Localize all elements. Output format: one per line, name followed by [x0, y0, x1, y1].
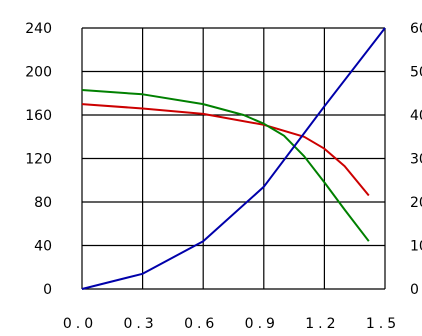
series-line-2 — [81, 89, 370, 242]
x-axis-ticks: 0.0 0.3 0.6 0.9 1.2 1.5 — [63, 316, 400, 332]
series-line-3 — [81, 27, 386, 290]
right-axis-ticks: 0 10 20 30 40 50 60 — [410, 21, 422, 298]
right-tick-label: 40 — [410, 108, 422, 124]
x-tick-label: 0.0 — [63, 316, 97, 331]
left-tick-label: 240 — [25, 21, 52, 37]
x-tick-label: 0.3 — [123, 316, 157, 331]
series-line-1 — [81, 103, 370, 197]
left-tick-label: 40 — [34, 239, 52, 255]
right-tick-label: 60 — [410, 21, 422, 37]
left-tick-label: 80 — [34, 195, 52, 211]
x-tick-label: 1.5 — [366, 316, 400, 331]
grid — [81, 27, 386, 290]
right-tick-label: 20 — [410, 195, 422, 211]
left-tick-label: 0 — [43, 282, 52, 298]
left-tick-label: 160 — [25, 108, 52, 124]
x-tick-label: 0.6 — [184, 316, 218, 331]
right-tick-label: 0 — [410, 282, 419, 298]
left-tick-label: 200 — [25, 65, 52, 81]
left-axis-ticks: 0 40 80 120 160 200 240 — [25, 21, 52, 298]
right-tick-label: 10 — [410, 239, 422, 255]
x-tick-label: 0.9 — [245, 316, 279, 331]
right-tick-label: 30 — [410, 152, 422, 168]
x-tick-label: 1.2 — [305, 316, 339, 331]
series-layer — [81, 27, 386, 290]
left-tick-label: 120 — [25, 152, 52, 168]
right-tick-label: 50 — [410, 65, 422, 81]
